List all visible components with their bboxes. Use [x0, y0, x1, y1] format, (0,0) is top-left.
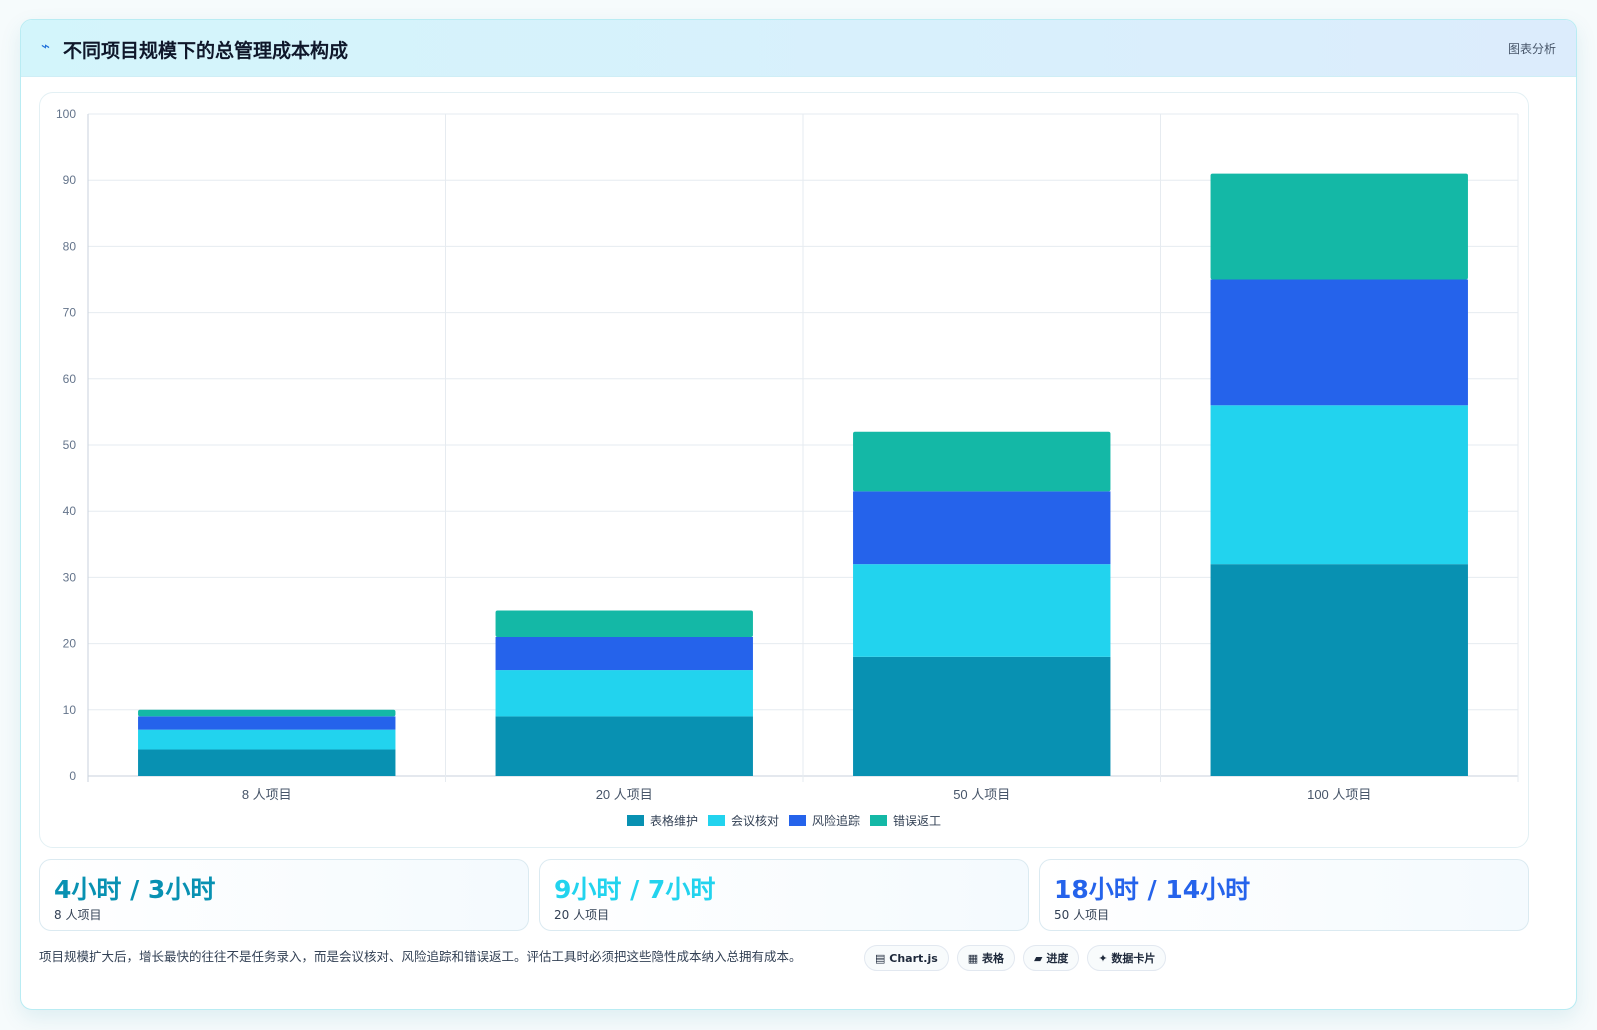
y-tick-label: 70: [63, 306, 77, 320]
bar-segment: [1210, 405, 1468, 565]
chart-panel: 0 10 20 30 40 50 60 70 80 90 100 8 人项目 20 人项目 50 人项目 1…: [39, 92, 1529, 848]
tech-chips: ▤ Chart.js ▦ 表格 ▰ 进度 ✦ 数据卡片: [864, 945, 1174, 971]
legend-label: 会议核对: [730, 814, 779, 828]
y-tick-label: 90: [63, 173, 77, 187]
kpi-label: 20 人项目: [554, 908, 610, 922]
chip-data-card[interactable]: ✦ 数据卡片: [1087, 945, 1167, 971]
x-tick-label: 50 人项目: [953, 787, 1010, 802]
chip-label: Chart.js: [889, 952, 938, 965]
y-tick-label: 20: [63, 637, 77, 651]
y-tick-label: 40: [63, 504, 77, 518]
bar-segment: [495, 716, 753, 776]
sparkle-icon: ✦: [1098, 952, 1108, 965]
bar-segment: [1210, 564, 1468, 776]
kpi-value: 9小时 / 7小时: [554, 875, 716, 904]
kpi-card-20: 9小时 / 7小时 20 人项目: [539, 859, 1029, 931]
bar-segment: [853, 491, 1111, 565]
legend-label: 风险追踪: [812, 814, 861, 828]
chart-legend: 表格维护 会议核对 风险追踪 错误返工: [40, 812, 1528, 829]
progress-icon: ▰: [1034, 952, 1043, 965]
x-tick-label: 8 人项目: [242, 787, 292, 802]
bar-segment: [138, 729, 396, 750]
bar-segment: [495, 670, 753, 717]
stacked-bar-chart: 0 10 20 30 40 50 60 70 80 90 100 8 人项目 20 人项目 50 人项目 1…: [56, 107, 1519, 802]
bar-segment: [138, 716, 396, 730]
bar-segment: [138, 709, 396, 717]
bar-segment: [1210, 173, 1468, 280]
bar-segment: [853, 431, 1111, 492]
kpi-card-50: 18小时 / 14小时 50 人项目: [1039, 859, 1529, 931]
bar-segment: [495, 636, 753, 671]
legend-label: 表格维护: [649, 814, 698, 828]
x-tick-label: 100 人项目: [1307, 787, 1371, 802]
chip-table[interactable]: ▦ 表格: [956, 945, 1016, 971]
kpi-value: 18小时 / 14小时: [1054, 875, 1251, 904]
legend-swatch: [789, 815, 806, 826]
kpi-card-8: 4小时 / 3小时 8 人项目: [39, 859, 529, 931]
chip-chartjs[interactable]: ▤ Chart.js: [864, 945, 949, 971]
legend-item[interactable]: 错误返工: [870, 812, 941, 829]
footer-note: 项目规模扩大后，增长最快的往往不是任务录入，而是会议核对、风险追踪和错误返工。评…: [39, 949, 802, 964]
bar-segment: [138, 749, 396, 776]
chip-label: 进度: [1046, 952, 1069, 965]
chip-label: 表格: [982, 952, 1005, 965]
kpi-value: 4小时 / 3小时: [54, 875, 216, 904]
legend-swatch: [870, 815, 888, 826]
chip-progress[interactable]: ▰ 进度: [1023, 945, 1080, 971]
y-tick-label: 10: [63, 703, 77, 717]
bar-segment: [495, 610, 753, 637]
legend-swatch: [626, 815, 644, 826]
page-title: 不同项目规模下的总管理成本构成: [63, 40, 349, 62]
y-tick-label: 80: [63, 239, 77, 253]
header-tag: 图表分析: [1507, 42, 1556, 56]
legend-item[interactable]: 表格维护: [626, 812, 698, 829]
kpi-label: 8 人项目: [54, 908, 102, 922]
bar-segment: [1210, 279, 1468, 406]
chart-icon: ▤: [875, 952, 886, 965]
y-tick-label: 50: [63, 438, 77, 452]
legend-item[interactable]: 会议核对: [707, 812, 779, 829]
chart-card: ⌁ 不同项目规模下的总管理成本构成 图表分析 0 10 20 30 40 50 60 70 80…: [20, 19, 1577, 1010]
chip-label: 数据卡片: [1111, 952, 1156, 965]
y-tick-label: 0: [69, 769, 76, 783]
card-header: ⌁ 不同项目规模下的总管理成本构成 图表分析: [21, 20, 1576, 77]
y-tick-label: 100: [56, 107, 76, 121]
legend-swatch: [707, 815, 725, 826]
legend-item[interactable]: 风险追踪: [789, 812, 860, 829]
kpi-label: 50 人项目: [1054, 908, 1110, 922]
line-chart-icon: ⌁: [41, 37, 51, 55]
legend-label: 错误返工: [893, 814, 942, 828]
y-tick-label: 60: [63, 372, 77, 386]
table-icon: ▦: [967, 952, 979, 965]
x-tick-label: 20 人项目: [596, 787, 653, 802]
y-tick-label: 30: [63, 570, 77, 584]
bar-segment: [853, 656, 1111, 776]
bar-segment: [853, 564, 1111, 657]
